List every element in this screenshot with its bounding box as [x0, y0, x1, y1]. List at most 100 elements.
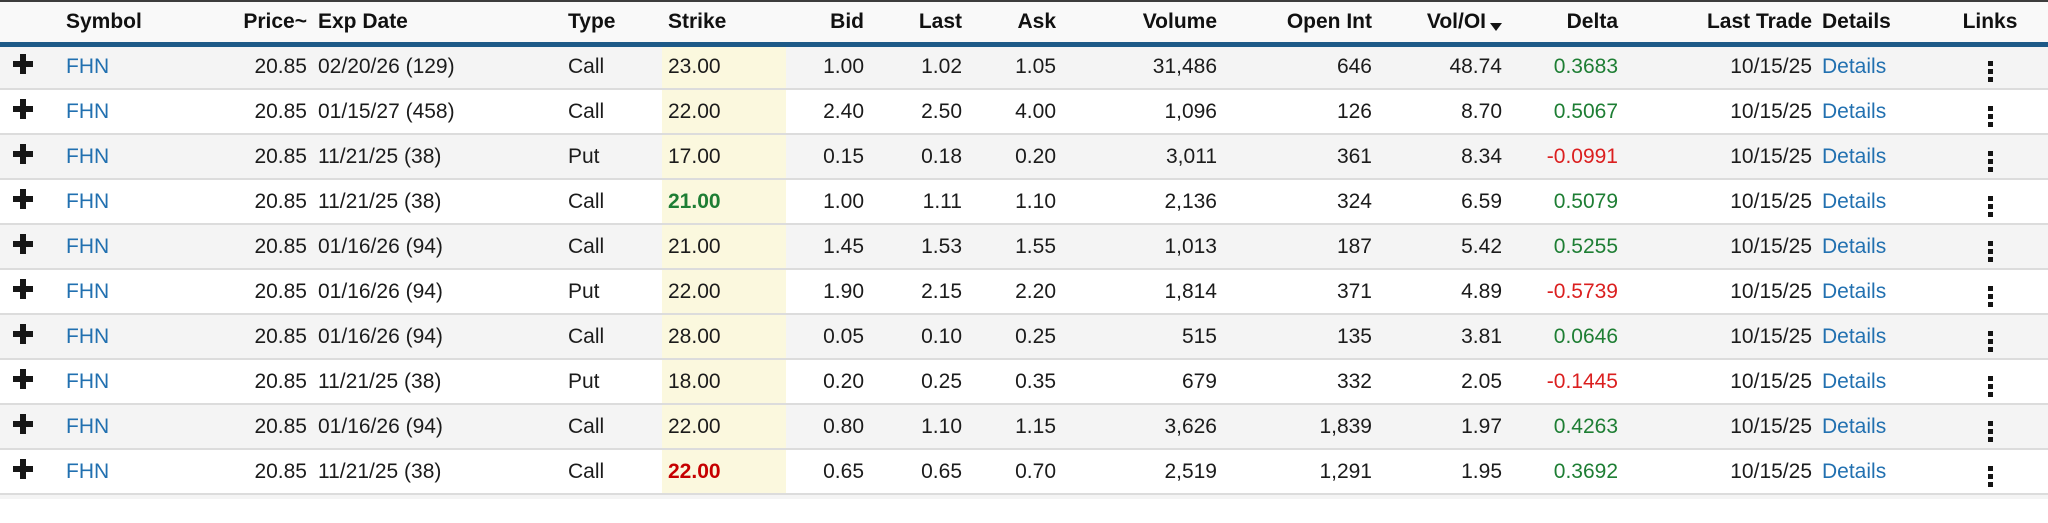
- symbol-link[interactable]: FHN: [66, 144, 110, 168]
- open-int-cell: 361: [1225, 134, 1380, 180]
- price-cell: 20.85: [176, 359, 316, 405]
- strike-cell: 28.00: [662, 314, 786, 360]
- symbol-link[interactable]: FHN: [66, 189, 110, 213]
- delta-cell: 0.5079: [1510, 179, 1626, 225]
- strike-cell: 18.00: [662, 359, 786, 405]
- vertical-ellipsis-icon[interactable]: [1980, 417, 2001, 446]
- col-header-bid[interactable]: Bid: [786, 2, 872, 47]
- expand-row-button[interactable]: [13, 233, 33, 254]
- expand-row-button[interactable]: [13, 54, 33, 75]
- details-link[interactable]: Details: [1822, 234, 1887, 258]
- symbol-link[interactable]: FHN: [66, 459, 110, 483]
- col-header-price[interactable]: Price~: [176, 2, 316, 47]
- symbol-link[interactable]: FHN: [66, 414, 110, 438]
- symbol-link[interactable]: FHN: [66, 55, 110, 79]
- next-row-sliver: [0, 495, 2048, 499]
- details-cell: Details: [1820, 269, 1932, 315]
- vol-oi-cell: 48.74: [1380, 44, 1510, 90]
- type-cell: Call: [560, 89, 662, 135]
- expand-cell: [0, 89, 48, 135]
- expand-row-button[interactable]: [13, 368, 33, 389]
- expand-row-button[interactable]: [13, 188, 33, 209]
- links-cell: [1932, 179, 2048, 225]
- symbol-cell: FHN: [48, 179, 176, 225]
- vertical-ellipsis-icon[interactable]: [1980, 282, 2001, 311]
- ask-cell: 1.05: [970, 44, 1064, 90]
- price-cell: 20.85: [176, 44, 316, 90]
- expand-row-button[interactable]: [13, 98, 33, 119]
- col-header-open-int[interactable]: Open Int: [1225, 2, 1380, 47]
- exp-date-cell: 01/16/26 (94): [316, 269, 560, 315]
- volume-cell: 31,486: [1064, 44, 1225, 90]
- expand-row-button[interactable]: [13, 413, 33, 434]
- options-table: Symbol Price~ Exp Date Type Strike Bid L…: [0, 2, 2048, 495]
- exp-date-cell: 11/21/25 (38): [316, 449, 560, 495]
- table-header-row: Symbol Price~ Exp Date Type Strike Bid L…: [0, 2, 2048, 47]
- expand-cell: [0, 449, 48, 495]
- type-cell: Put: [560, 134, 662, 180]
- details-cell: Details: [1820, 314, 1932, 360]
- links-cell: [1932, 269, 2048, 315]
- col-header-type[interactable]: Type: [560, 2, 662, 47]
- col-header-links: Links: [1932, 2, 2048, 47]
- col-header-exp-date[interactable]: Exp Date: [316, 2, 560, 47]
- plus-icon: [13, 368, 33, 389]
- col-header-volume[interactable]: Volume: [1064, 2, 1225, 47]
- expand-row-button[interactable]: [13, 143, 33, 164]
- details-cell: Details: [1820, 404, 1932, 450]
- col-header-ask[interactable]: Ask: [970, 2, 1064, 47]
- symbol-link[interactable]: FHN: [66, 234, 110, 258]
- expand-column-header: [0, 2, 48, 47]
- type-cell: Put: [560, 359, 662, 405]
- details-link[interactable]: Details: [1822, 279, 1887, 303]
- strike-cell: 23.00: [662, 44, 786, 90]
- col-header-vol-oi[interactable]: Vol/OI: [1380, 2, 1510, 47]
- plus-icon: [13, 54, 33, 75]
- vol-oi-cell: 2.05: [1380, 359, 1510, 405]
- vertical-ellipsis-icon[interactable]: [1980, 237, 2001, 266]
- col-header-strike[interactable]: Strike: [662, 2, 786, 47]
- col-header-last-trade[interactable]: Last Trade: [1626, 2, 1820, 47]
- vertical-ellipsis-icon[interactable]: [1980, 102, 2001, 131]
- last-trade-cell: 10/15/25: [1626, 359, 1820, 405]
- last-cell: 1.02: [872, 44, 970, 90]
- col-header-symbol[interactable]: Symbol: [48, 2, 176, 47]
- col-header-last[interactable]: Last: [872, 2, 970, 47]
- ask-cell: 0.25: [970, 314, 1064, 360]
- details-link[interactable]: Details: [1822, 369, 1887, 393]
- expand-row-button[interactable]: [13, 323, 33, 344]
- details-link[interactable]: Details: [1822, 414, 1887, 438]
- last-cell: 0.18: [872, 134, 970, 180]
- options-table-body: FHN 20.85 02/20/26 (129) Call 23.00 1.00…: [0, 44, 2048, 495]
- details-link[interactable]: Details: [1822, 189, 1887, 213]
- details-link[interactable]: Details: [1822, 55, 1887, 79]
- symbol-cell: FHN: [48, 314, 176, 360]
- last-trade-cell: 10/15/25: [1626, 179, 1820, 225]
- symbol-cell: FHN: [48, 269, 176, 315]
- col-header-delta[interactable]: Delta: [1510, 2, 1626, 47]
- symbol-link[interactable]: FHN: [66, 324, 110, 348]
- vertical-ellipsis-icon[interactable]: [1980, 147, 2001, 176]
- vertical-ellipsis-icon[interactable]: [1980, 327, 2001, 356]
- details-link[interactable]: Details: [1822, 459, 1887, 483]
- plus-icon: [13, 143, 33, 164]
- vertical-ellipsis-icon[interactable]: [1980, 462, 2001, 491]
- details-link[interactable]: Details: [1822, 324, 1887, 348]
- expand-row-button[interactable]: [13, 278, 33, 299]
- col-header-vol-oi-label: Vol/OI: [1426, 9, 1486, 33]
- vertical-ellipsis-icon[interactable]: [1980, 57, 2001, 86]
- vertical-ellipsis-icon[interactable]: [1980, 192, 2001, 221]
- symbol-link[interactable]: FHN: [66, 99, 110, 123]
- last-trade-cell: 10/15/25: [1626, 449, 1820, 495]
- symbol-link[interactable]: FHN: [66, 279, 110, 303]
- delta-cell: 0.5067: [1510, 89, 1626, 135]
- details-cell: Details: [1820, 179, 1932, 225]
- strike-cell: 22.00: [662, 89, 786, 135]
- table-row: FHN 20.85 11/21/25 (38) Call 21.00 1.00 …: [0, 179, 2048, 225]
- expand-row-button[interactable]: [13, 458, 33, 479]
- vertical-ellipsis-icon[interactable]: [1980, 372, 2001, 401]
- details-link[interactable]: Details: [1822, 144, 1887, 168]
- volume-cell: 2,519: [1064, 449, 1225, 495]
- symbol-link[interactable]: FHN: [66, 369, 110, 393]
- details-link[interactable]: Details: [1822, 99, 1887, 123]
